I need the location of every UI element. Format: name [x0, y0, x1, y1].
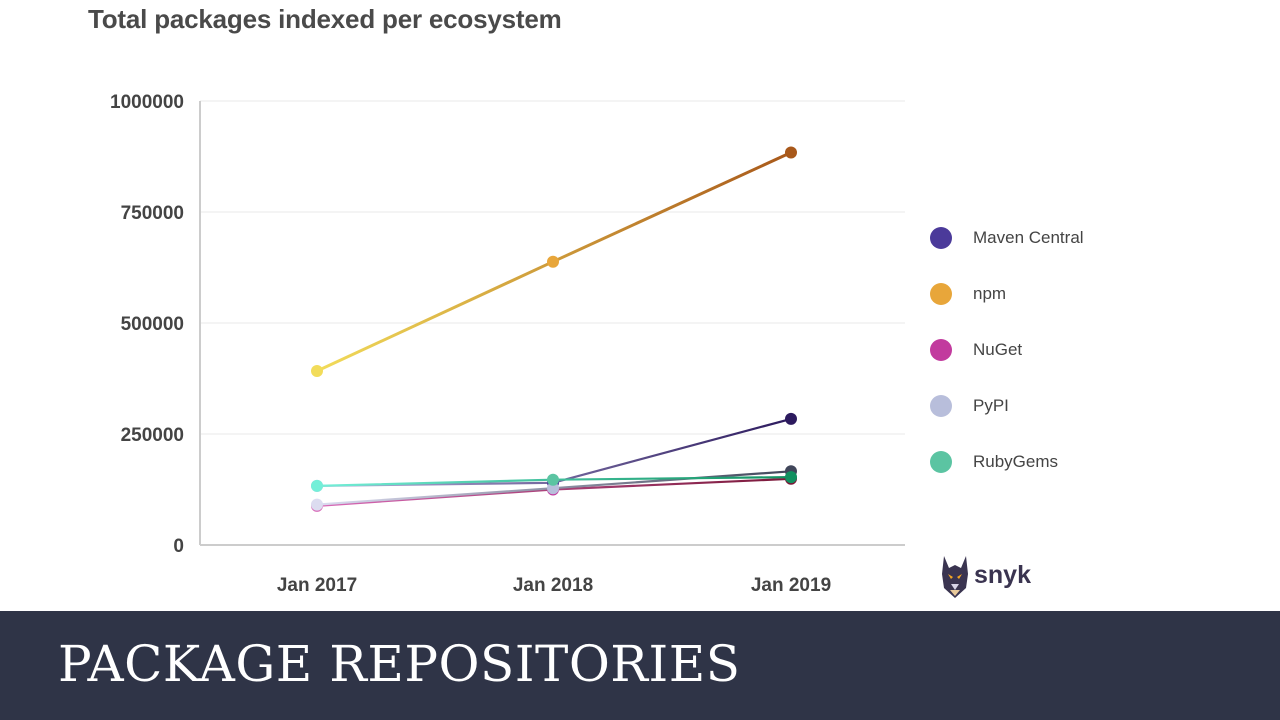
x-tick-label: Jan 2019 [751, 575, 831, 596]
brand-name: snyk [974, 560, 1031, 589]
data-point [547, 473, 559, 486]
legend-label: RubyGems [973, 452, 1059, 471]
y-tick-label: 0 [173, 536, 184, 557]
data-point [785, 471, 797, 484]
legend-item: Maven Central [930, 210, 1170, 266]
banner-title: PACKAGE REPOSITORIES [58, 635, 741, 693]
data-point [311, 479, 323, 492]
legend-item: PyPI [930, 378, 1170, 434]
legend-item: NuGet [930, 322, 1170, 378]
legend-swatch [930, 339, 952, 361]
legend-label: npm [973, 284, 1007, 303]
data-point [785, 412, 797, 425]
y-tick-label: 250000 [121, 425, 184, 446]
legend-label: NuGet [973, 340, 1023, 359]
data-point [785, 146, 797, 159]
legend-swatch [930, 395, 952, 417]
legend-swatch [930, 451, 952, 473]
data-point [311, 498, 323, 511]
chart-legend: Maven Central npm NuGet PyPI RubyGems [930, 210, 1170, 490]
legend-label: Maven Central [973, 228, 1084, 247]
axes [199, 101, 905, 546]
grid-lines [200, 100, 905, 435]
chart-title: Total packages indexed per ecosystem [88, 4, 562, 34]
series-lines [316, 151, 792, 507]
snyk-dog-icon [942, 556, 968, 598]
legend-label: PyPI [973, 396, 1009, 415]
series-points [311, 146, 797, 512]
legend-item: RubyGems [930, 434, 1170, 490]
data-point [311, 365, 323, 377]
snyk-logo: snyk [940, 554, 1031, 600]
y-tick-label: 1000000 [110, 92, 184, 113]
y-tick-label: 750000 [121, 203, 184, 224]
data-point [547, 482, 559, 495]
y-tick-label: 500000 [121, 314, 184, 335]
x-tick-labels: Jan 2017 Jan 2018 Jan 2019 [277, 575, 831, 596]
x-tick-label: Jan 2018 [513, 575, 593, 596]
legend-swatch [930, 283, 952, 305]
legend-swatch [930, 227, 952, 249]
data-point [547, 255, 559, 268]
legend-item: npm [930, 266, 1170, 322]
x-tick-label: Jan 2017 [277, 575, 357, 596]
title-banner: PACKAGE REPOSITORIES [0, 611, 1280, 720]
y-tick-labels: 0 250000 500000 750000 1000000 [110, 92, 184, 557]
